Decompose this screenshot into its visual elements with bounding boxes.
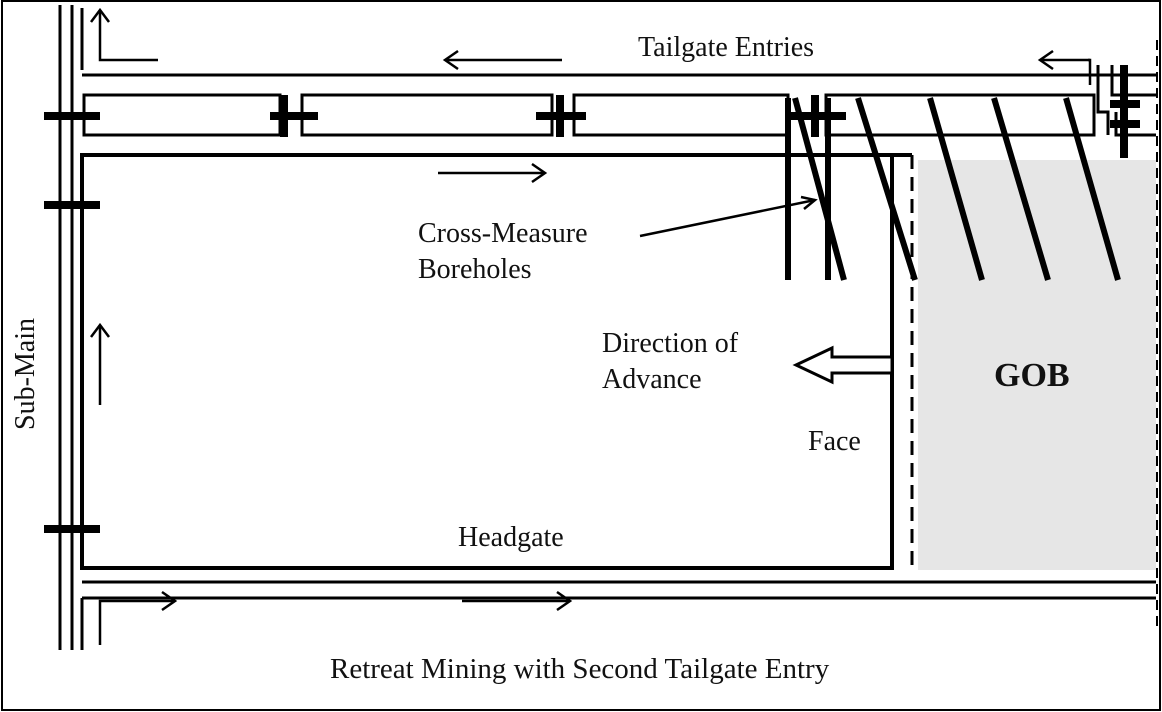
cross-measure-boreholes <box>785 97 1121 281</box>
sub-main-entries <box>58 5 84 650</box>
boreholes-label: Boreholes <box>418 254 532 285</box>
advance-arrow <box>792 345 894 385</box>
headgate-entries <box>82 580 1156 600</box>
tailgate-label: Tailgate Entries <box>638 32 814 63</box>
sub-main-label: Sub-Main <box>10 318 41 430</box>
gob-area <box>918 160 1156 570</box>
advance-label: Advance <box>602 364 702 395</box>
direction-label: Direction of <box>602 328 739 359</box>
airflow-arrows <box>90 7 1092 645</box>
figure-caption: Retreat Mining with Second Tailgate Entr… <box>330 653 830 685</box>
face-label: Face <box>808 426 861 457</box>
stoppings <box>44 65 1140 533</box>
headgate-label: Headgate <box>458 522 564 553</box>
panel-outline <box>80 153 912 570</box>
gob-label: GOB <box>994 357 1070 394</box>
cross-measure-label: Cross-Measure <box>418 218 588 249</box>
